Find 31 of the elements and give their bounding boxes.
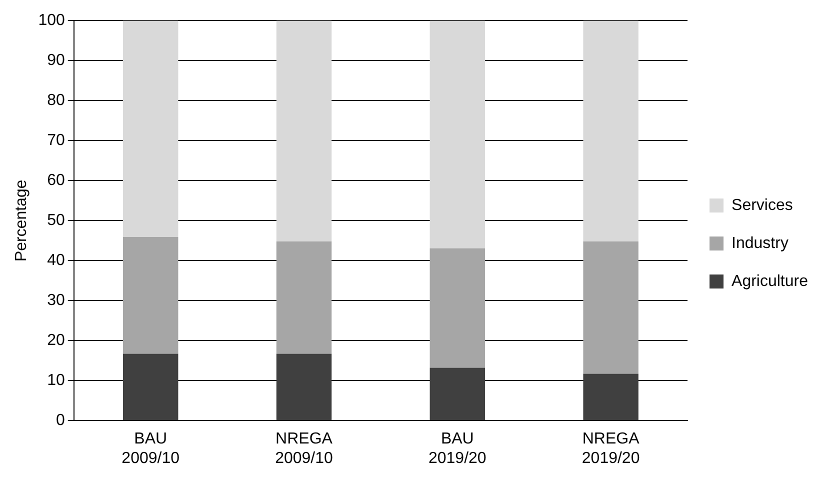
y-tick-label: 20 [47,332,65,350]
y-tick-label: 90 [47,52,65,70]
y-axis-title: Percentage [13,180,30,262]
bar [583,20,638,242]
y-tick-label: 30 [47,292,65,310]
y-tick-label: 60 [47,172,65,190]
y-tick-label: 40 [47,252,65,270]
bar [430,368,486,420]
bar [276,20,332,242]
y-tick-label: 50 [47,212,65,230]
y-tick-label: 80 [47,92,65,110]
x-tick-label: NREGA 2009/10 [275,430,334,467]
bar [122,354,178,420]
y-tick-label: 0 [56,412,65,430]
bar [583,241,638,374]
y-tick-label: 100 [38,12,65,30]
bar [276,241,332,354]
y-tick-label: 70 [47,132,65,150]
x-tick-label: BAU 2009/10 [122,430,180,467]
bar [122,20,178,237]
legend-label: Industry [732,234,788,252]
legend-label: Services [732,196,793,214]
bar [122,237,178,354]
bar [583,374,638,420]
x-tick-label: BAU 2019/20 [428,430,486,467]
y-tick-label: 10 [47,372,65,390]
x-tick-label: NREGA 2019/20 [582,430,640,467]
bar [430,248,486,368]
legend-label: Agriculture [732,272,808,290]
bar [276,354,332,420]
bar [430,20,486,248]
